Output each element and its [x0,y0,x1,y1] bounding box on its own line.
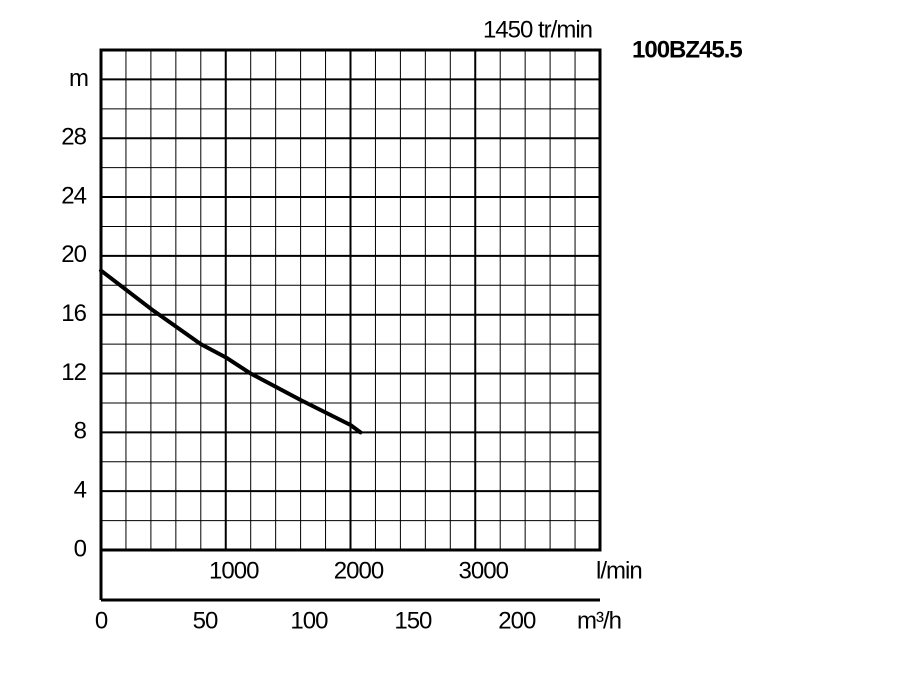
x2-tick-label: 50 [193,607,218,634]
chart-title: 100BZ45.5 [632,36,742,63]
y-tick-label: 16 [61,300,86,327]
y-tick-label: 28 [61,124,86,151]
x-axis-label: l/min [596,557,642,584]
y-tick-label: 20 [61,241,86,268]
x-tick-label: 1000 [209,557,259,584]
x2-tick-label: 100 [290,607,328,634]
x2-tick-label: 150 [394,607,432,634]
x-tick-label: 3000 [459,557,509,584]
chart-subtitle: 1450 tr/min [483,16,592,43]
y-tick-label: 24 [61,182,86,209]
x-tick-label: 2000 [334,557,384,584]
y-tick-label: 8 [74,418,87,445]
x2-tick-label: 200 [498,607,536,634]
x2-axis-label: m³/h [577,607,621,634]
data-line [99,268,363,435]
y-tick-label: 0 [74,535,87,562]
y-tick-label: 4 [74,477,87,504]
x2-tick-label: 0 [95,607,108,634]
y-axis-label: m [69,65,88,92]
y-tick-label: 12 [61,359,86,386]
